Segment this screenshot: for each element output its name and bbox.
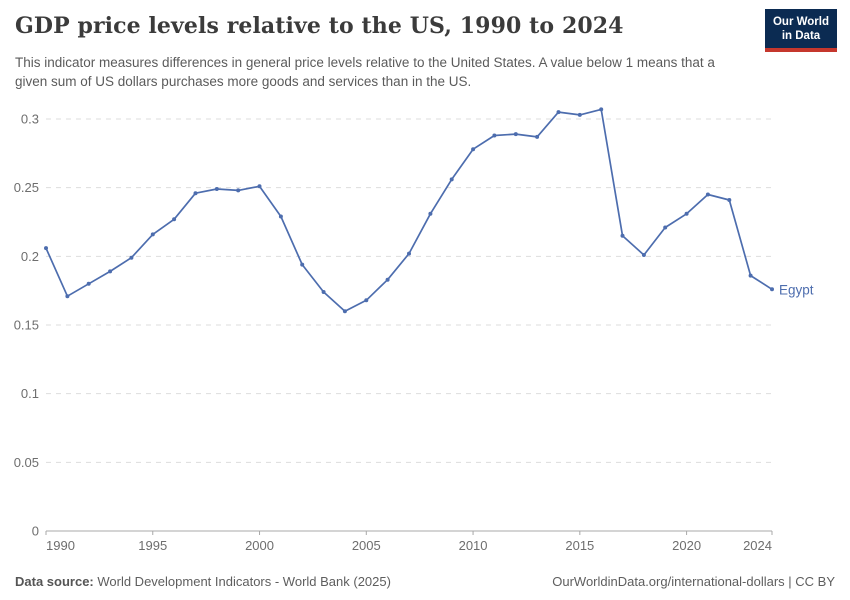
data-point[interactable] <box>471 147 476 152</box>
series-label: Egypt <box>779 282 814 297</box>
data-point[interactable] <box>172 217 177 222</box>
data-point[interactable] <box>300 262 305 267</box>
data-point[interactable] <box>236 188 241 193</box>
y-tick-label: 0.25 <box>14 180 39 195</box>
owid-url-license[interactable]: OurWorldinData.org/international-dollars… <box>552 574 835 589</box>
data-point[interactable] <box>407 251 411 256</box>
y-tick-label: 0.15 <box>14 318 39 333</box>
owid-logo[interactable]: Our World in Data <box>765 9 837 52</box>
data-point[interactable] <box>727 198 732 202</box>
data-line[interactable] <box>45 108 773 313</box>
data-point[interactable] <box>620 233 625 238</box>
data-source-text: World Development Indicators - World Ban… <box>93 574 391 589</box>
data-point[interactable] <box>278 214 283 219</box>
data-source-label: Data source: <box>15 574 94 589</box>
data-point[interactable] <box>65 294 70 299</box>
data-point[interactable] <box>599 107 604 112</box>
data-point[interactable] <box>44 246 48 251</box>
x-tick-label: 2010 <box>459 538 488 553</box>
x-tick-label: 2020 <box>672 538 701 553</box>
data-point[interactable] <box>577 112 582 117</box>
chart-footer: Data source: World Development Indicator… <box>15 574 835 589</box>
chart-subtitle: This indicator measures differences in g… <box>15 55 715 89</box>
owid-logo-line2: in Data <box>781 30 821 42</box>
data-point[interactable] <box>108 269 113 274</box>
data-point[interactable] <box>193 191 198 196</box>
data-point[interactable] <box>214 187 219 191</box>
data-point[interactable] <box>385 277 390 282</box>
data-point[interactable] <box>428 211 433 216</box>
data-point[interactable] <box>449 177 454 182</box>
data-point[interactable] <box>513 132 518 137</box>
page-title: GDP price levels relative to the US, 199… <box>15 13 624 39</box>
data-point[interactable] <box>321 290 326 294</box>
y-tick-label: 0.2 <box>21 249 39 264</box>
data-point[interactable] <box>150 232 155 237</box>
data-point[interactable] <box>705 192 710 197</box>
data-point[interactable] <box>86 281 91 286</box>
data-point[interactable] <box>641 253 646 257</box>
data-point[interactable] <box>663 225 668 230</box>
data-point[interactable] <box>364 298 369 303</box>
x-tick-label: 1995 <box>138 538 167 553</box>
data-point[interactable] <box>770 287 774 292</box>
x-tick-label: 2000 <box>245 538 274 553</box>
data-point[interactable] <box>257 184 262 189</box>
x-tick-label: 2015 <box>565 538 594 553</box>
data-point[interactable] <box>492 133 497 138</box>
data-point[interactable] <box>748 273 753 278</box>
y-tick-label: 0.3 <box>21 112 39 127</box>
x-tick-label: 2005 <box>352 538 381 553</box>
y-tick-label: 0.1 <box>21 386 39 401</box>
data-point[interactable] <box>684 211 689 216</box>
data-point[interactable] <box>129 255 134 260</box>
data-source: Data source: World Development Indicator… <box>15 574 391 589</box>
owid-logo-line1: Our World <box>772 16 829 28</box>
data-point[interactable] <box>342 309 347 314</box>
line-chart[interactable]: 0 0.05 0.1 0.15 0.2 0.25 0.3 1990 1995 2000 2005 20… <box>0 95 850 560</box>
data-point[interactable] <box>535 134 540 139</box>
x-tick-label: 1990 <box>46 538 75 553</box>
x-tick-label: 2024 <box>743 538 772 553</box>
data-point[interactable] <box>556 110 561 115</box>
y-tick-label: 0.05 <box>14 455 39 470</box>
y-tick-label: 0 <box>32 524 39 539</box>
